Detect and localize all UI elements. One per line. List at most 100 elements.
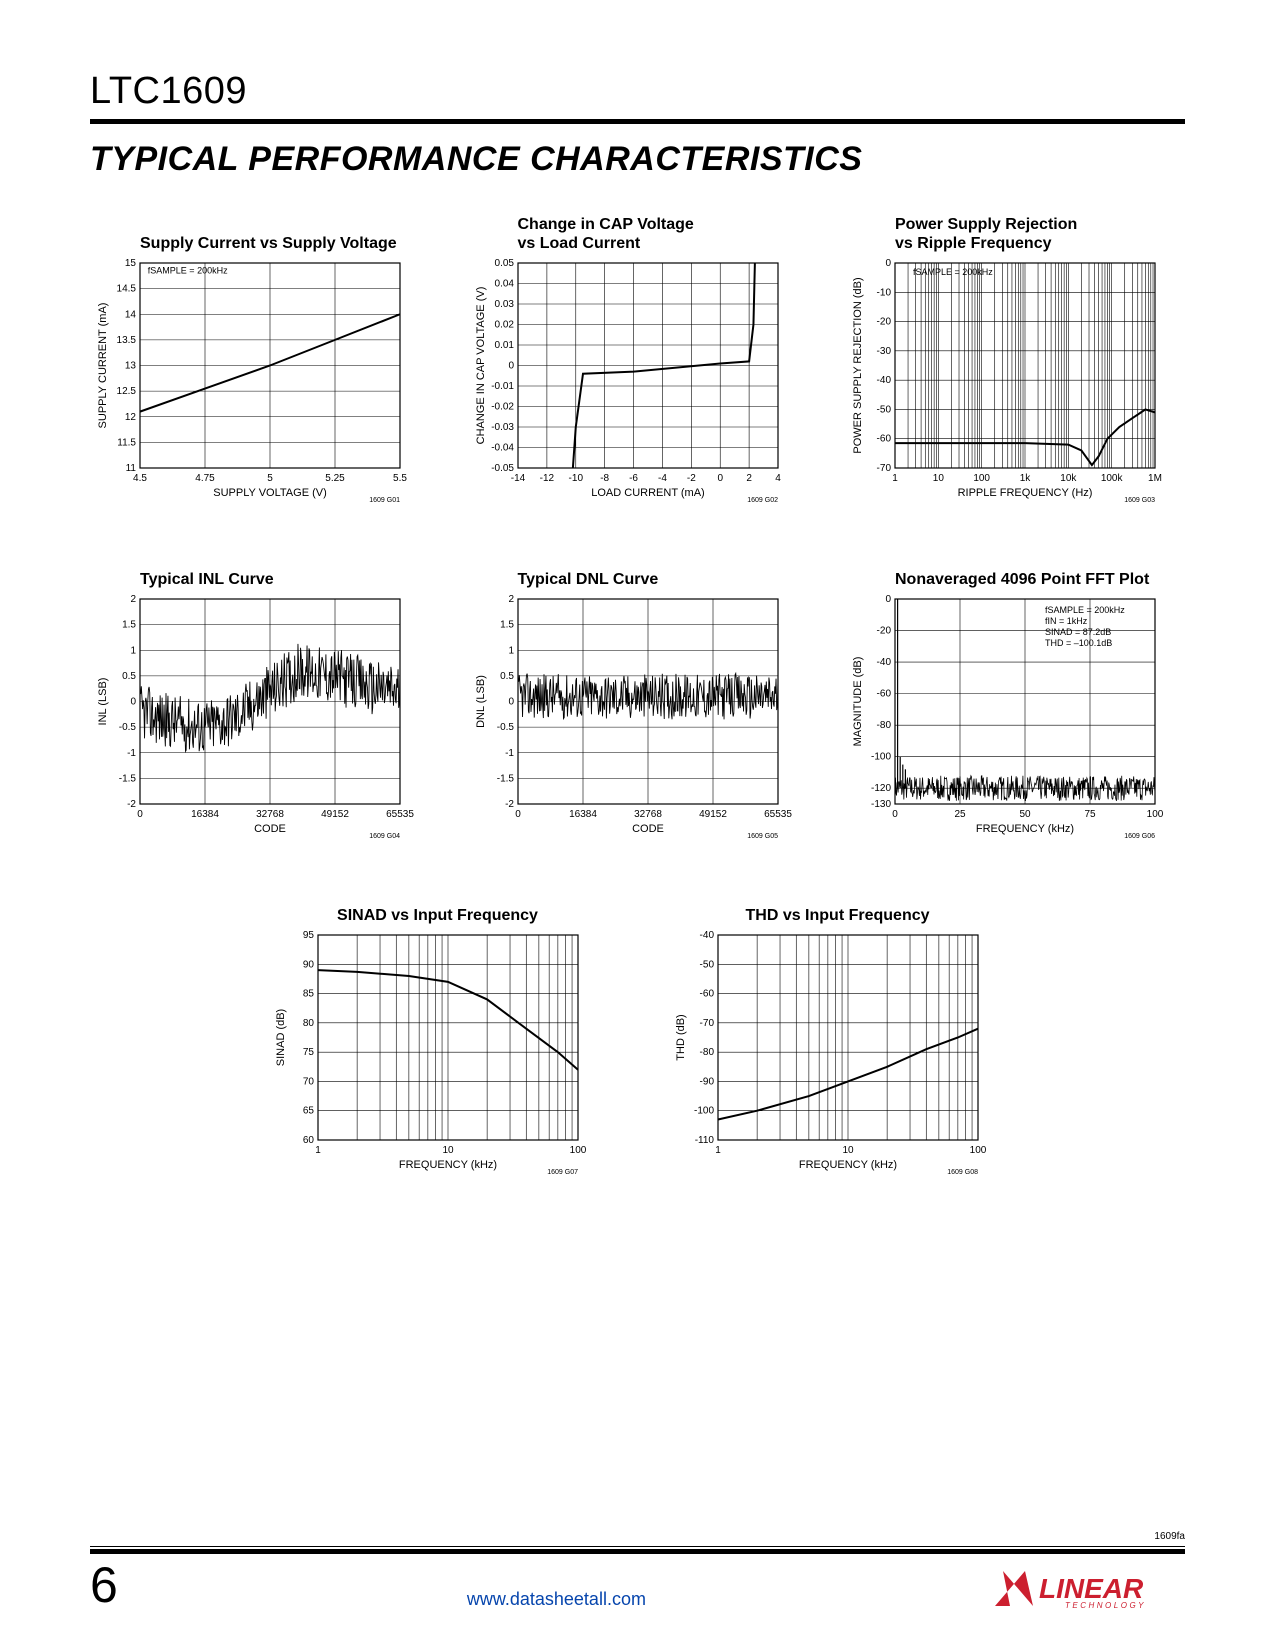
svg-text:0: 0 bbox=[892, 809, 898, 820]
svg-text:1: 1 bbox=[130, 645, 136, 656]
svg-text:10: 10 bbox=[442, 1145, 454, 1156]
svg-text:-10: -10 bbox=[568, 473, 583, 484]
part-number: LTC1609 bbox=[90, 70, 1185, 113]
svg-text:LOAD CURRENT (mA): LOAD CURRENT (mA) bbox=[591, 487, 704, 499]
footer-rule-thin bbox=[90, 1546, 1185, 1547]
linear-logo: LINEAR TECHNOLOGY bbox=[995, 1566, 1185, 1610]
svg-text:15: 15 bbox=[125, 258, 137, 269]
svg-text:1.5: 1.5 bbox=[500, 620, 514, 631]
svg-text:fIN = 1kHz: fIN = 1kHz bbox=[1045, 616, 1088, 626]
chart-title: Power Supply Rejectionvs Ripple Frequenc… bbox=[845, 215, 1185, 253]
svg-text:16384: 16384 bbox=[191, 809, 219, 820]
svg-text:0.5: 0.5 bbox=[500, 671, 514, 682]
svg-text:49152: 49152 bbox=[699, 809, 727, 820]
svg-text:-0.04: -0.04 bbox=[491, 443, 514, 454]
svg-text:-0.5: -0.5 bbox=[119, 722, 137, 733]
svg-text:65535: 65535 bbox=[386, 809, 414, 820]
svg-text:0.03: 0.03 bbox=[494, 299, 514, 310]
svg-text:-70: -70 bbox=[699, 1018, 714, 1029]
svg-text:1609 G02: 1609 G02 bbox=[747, 497, 778, 504]
svg-text:13: 13 bbox=[125, 361, 137, 372]
svg-text:12: 12 bbox=[125, 412, 137, 423]
logo-subtext: TECHNOLOGY bbox=[1065, 1601, 1146, 1610]
svg-text:0: 0 bbox=[130, 697, 136, 708]
svg-text:1: 1 bbox=[315, 1145, 321, 1156]
svg-text:60: 60 bbox=[302, 1135, 314, 1146]
svg-text:-100: -100 bbox=[871, 752, 891, 763]
chart-g06: Nonaveraged 4096 Point FFT Plot -130 -120… bbox=[845, 551, 1185, 859]
svg-text:4.5: 4.5 bbox=[133, 473, 147, 484]
chart-g05: Typical DNL Curve -2-1.5-1-0.500.511.520… bbox=[468, 551, 808, 859]
svg-text:-1.5: -1.5 bbox=[119, 773, 137, 784]
chart-g08: THD vs Input Frequency -110-100-90-80-70… bbox=[668, 887, 1008, 1195]
svg-text:fSAMPLE = 200kHz: fSAMPLE = 200kHz bbox=[1045, 605, 1125, 615]
svg-text:25: 25 bbox=[954, 809, 966, 820]
chart-g01: Supply Current vs Supply Voltage 1111.51… bbox=[90, 215, 430, 523]
chart-g02: Change in CAP Voltagevs Load Current -0.… bbox=[468, 215, 808, 523]
svg-text:12.5: 12.5 bbox=[117, 386, 137, 397]
svg-text:0.04: 0.04 bbox=[494, 279, 514, 290]
chart-g07: SINAD vs Input Frequency 606570758085909… bbox=[268, 887, 608, 1195]
chart-title: Typical DNL Curve bbox=[468, 551, 808, 589]
chart-title: Nonaveraged 4096 Point FFT Plot bbox=[845, 551, 1185, 589]
footer-link[interactable]: www.datasheetall.com bbox=[467, 1589, 646, 1610]
svg-text:-0.01: -0.01 bbox=[491, 381, 514, 392]
svg-text:-90: -90 bbox=[699, 1076, 714, 1087]
svg-text:FREQUENCY (kHz): FREQUENCY (kHz) bbox=[976, 823, 1074, 835]
svg-text:1609 G05: 1609 G05 bbox=[747, 833, 778, 840]
svg-text:-60: -60 bbox=[699, 989, 714, 1000]
svg-text:1.5: 1.5 bbox=[122, 620, 136, 631]
svg-text:1609 G01: 1609 G01 bbox=[369, 497, 400, 504]
chart-title: THD vs Input Frequency bbox=[668, 887, 1008, 925]
svg-text:1: 1 bbox=[715, 1145, 721, 1156]
svg-text:4: 4 bbox=[775, 473, 781, 484]
svg-text:RIPPLE FREQUENCY (Hz): RIPPLE FREQUENCY (Hz) bbox=[958, 487, 1093, 499]
svg-text:POWER SUPPLY REJECTION (dB): POWER SUPPLY REJECTION (dB) bbox=[852, 277, 864, 453]
svg-text:100: 100 bbox=[569, 1145, 586, 1156]
svg-text:2: 2 bbox=[130, 594, 136, 605]
svg-text:100: 100 bbox=[973, 473, 990, 484]
svg-text:100k: 100k bbox=[1101, 473, 1124, 484]
svg-text:49152: 49152 bbox=[321, 809, 349, 820]
logo-mark-icon bbox=[995, 1571, 1033, 1606]
svg-text:CHANGE IN CAP VOLTAGE (V): CHANGE IN CAP VOLTAGE (V) bbox=[475, 287, 487, 445]
svg-text:-1.5: -1.5 bbox=[496, 773, 514, 784]
svg-text:-80: -80 bbox=[877, 720, 892, 731]
svg-text:-70: -70 bbox=[877, 463, 892, 474]
svg-text:0: 0 bbox=[508, 361, 514, 372]
svg-text:-14: -14 bbox=[510, 473, 525, 484]
svg-text:1: 1 bbox=[892, 473, 898, 484]
svg-text:-8: -8 bbox=[600, 473, 609, 484]
svg-text:SINAD (dB): SINAD (dB) bbox=[275, 1009, 287, 1066]
svg-text:1609 G04: 1609 G04 bbox=[369, 833, 400, 840]
svg-text:65: 65 bbox=[302, 1106, 314, 1117]
svg-text:-50: -50 bbox=[877, 404, 892, 415]
logo-text: LINEAR bbox=[1039, 1573, 1144, 1604]
svg-text:0: 0 bbox=[717, 473, 723, 484]
svg-text:THD (dB): THD (dB) bbox=[675, 1014, 687, 1060]
footer-rule-thick bbox=[90, 1549, 1185, 1554]
svg-text:0.5: 0.5 bbox=[122, 671, 136, 682]
section-title: TYPICAL PERFORMANCE CHARACTERISTICS bbox=[90, 140, 1185, 179]
svg-text:90: 90 bbox=[302, 959, 314, 970]
charts-row-centered: SINAD vs Input Frequency 606570758085909… bbox=[90, 887, 1185, 1223]
svg-text:1M: 1M bbox=[1148, 473, 1162, 484]
svg-text:CODE: CODE bbox=[254, 823, 286, 835]
svg-text:-0.03: -0.03 bbox=[491, 422, 514, 433]
svg-text:0.02: 0.02 bbox=[494, 320, 514, 331]
chart-g04: Typical INL Curve -2-1.5-1-0.500.511.520… bbox=[90, 551, 430, 859]
svg-text:-50: -50 bbox=[699, 959, 714, 970]
svg-text:-12: -12 bbox=[539, 473, 554, 484]
svg-text:1609 G03: 1609 G03 bbox=[1124, 497, 1155, 504]
svg-text:1: 1 bbox=[508, 645, 514, 656]
svg-text:14: 14 bbox=[125, 309, 137, 320]
svg-text:1609 G07: 1609 G07 bbox=[547, 1169, 578, 1176]
svg-text:-10: -10 bbox=[877, 287, 892, 298]
svg-text:-20: -20 bbox=[877, 626, 892, 637]
svg-text:-4: -4 bbox=[657, 473, 666, 484]
svg-text:-120: -120 bbox=[871, 783, 891, 794]
svg-text:INL (LSB): INL (LSB) bbox=[97, 678, 109, 726]
svg-text:95: 95 bbox=[302, 930, 314, 941]
svg-text:-130: -130 bbox=[871, 799, 891, 810]
svg-text:MAGNITUDE (dB): MAGNITUDE (dB) bbox=[852, 657, 864, 747]
